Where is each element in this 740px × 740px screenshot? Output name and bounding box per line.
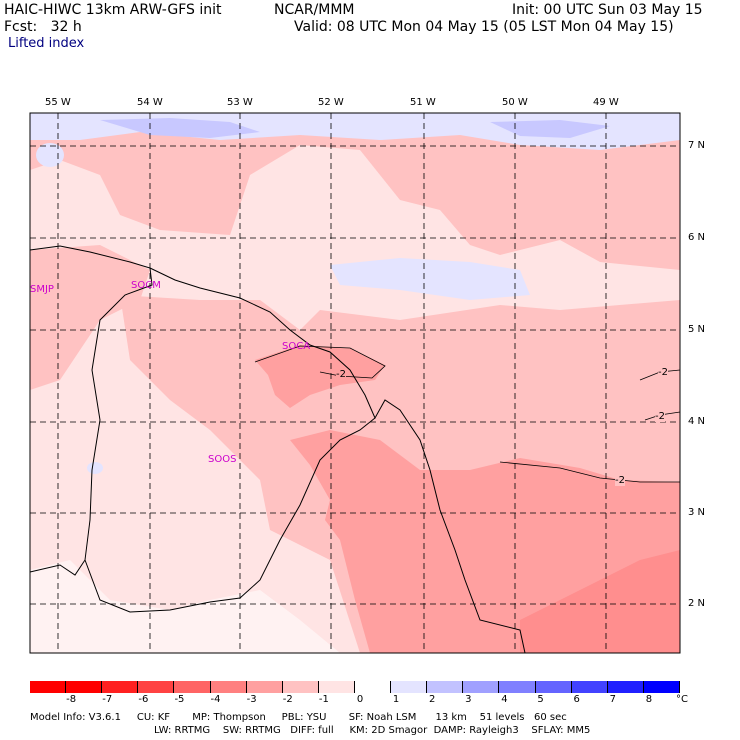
colorbar-cell	[463, 681, 500, 693]
lat-label: 7 N	[688, 140, 706, 151]
colorbar-tick-label: 5	[537, 694, 544, 705]
station-label: SMJP	[30, 284, 54, 295]
shade-midpink-soca	[255, 345, 385, 408]
colorbar-cell	[355, 681, 392, 693]
colorbar-tick-label: 4	[501, 694, 508, 705]
colorbar-cell	[246, 681, 283, 693]
colorbar-unit: °C	[676, 694, 688, 705]
lon-label: 53 W	[227, 97, 253, 108]
lon-label: 49 W	[593, 97, 619, 108]
colorbar-cell	[66, 681, 103, 693]
lat-label: 3 N	[688, 507, 706, 518]
forecast-hour: Fcst: 32 h	[4, 19, 82, 35]
colorbar-tick-label: -5	[174, 694, 185, 705]
colorbar-tick-label: -3	[246, 694, 257, 705]
lat-label: 2 N	[688, 598, 706, 609]
footer-physics-info: LW: RRTMG SW: RRTMG DIFF: full KM: 2D Sm…	[154, 725, 591, 736]
contour-label: -2	[336, 369, 346, 380]
footer-model-info: Model Info: V3.6.1 CU: KF MP: Thompson P…	[30, 712, 567, 723]
colorbar-cell	[174, 681, 211, 693]
colorbar-tick-label: 7	[609, 694, 616, 705]
lon-label: 52 W	[318, 97, 344, 108]
colorbar-cell	[499, 681, 536, 693]
contour-label: -2	[615, 475, 625, 486]
lat-lon-grid	[30, 113, 680, 653]
org-label: NCAR/MMM	[274, 2, 355, 18]
lon-label: 55 W	[45, 97, 71, 108]
colorbar-tick-label: -7	[102, 694, 113, 705]
colorbar-tick-label: 8	[645, 694, 653, 705]
colorbar-tick-label: -6	[138, 694, 149, 705]
colorbar-tick-label: 3	[465, 694, 472, 705]
station-label: SOOS	[208, 454, 237, 465]
colorbar-cell	[571, 681, 608, 693]
colorbar-cell	[30, 681, 67, 693]
field-name: Lifted index	[8, 36, 85, 51]
shade-pink-west	[30, 245, 150, 390]
colorbar-tick-label: -2	[282, 694, 293, 705]
lat-label: 5 N	[688, 324, 706, 335]
colorbar-tick-label: 0	[356, 694, 364, 705]
shade-blue-small	[87, 462, 103, 474]
shade-blue-dark	[100, 118, 260, 138]
shade-pink-north	[30, 113, 680, 270]
shade-deeper-se	[520, 550, 680, 653]
colorbar-cell	[535, 681, 572, 693]
lon-label: 50 W	[502, 97, 528, 108]
valid-time: Valid: 08 UTC Mon 04 May 15 (05 LST Mon …	[294, 19, 674, 35]
init-time: Init: 00 UTC Sun 03 May 15	[512, 2, 703, 18]
station-label: SOCM	[131, 280, 161, 291]
colorbar-cell	[427, 681, 464, 693]
colorbar-tick-label: 6	[573, 694, 580, 705]
colorbar-cell	[391, 681, 428, 693]
shade-blue-small-2	[36, 143, 64, 167]
colorbar-tick-label: -1	[318, 694, 329, 705]
station-label: SOCA	[282, 341, 311, 352]
lon-label: 51 W	[410, 97, 436, 108]
colorbar-cell	[102, 681, 139, 693]
colorbar-cell	[607, 681, 644, 693]
colorbar-cell	[643, 681, 680, 693]
contour-label: -2	[658, 367, 668, 378]
lat-label: 4 N	[688, 416, 706, 427]
shade-blue-band	[330, 258, 530, 300]
colorbar-tick-label: 2	[429, 694, 436, 705]
contour-label: -2	[655, 411, 665, 422]
colorbar-cell	[210, 681, 247, 693]
lon-label: 54 W	[137, 97, 163, 108]
colorbar-cell	[282, 681, 319, 693]
model-title: HAIC-HIWC 13km ARW-GFS init	[4, 2, 222, 18]
colorbar-tick-label: -4	[210, 694, 221, 705]
map-frame	[29, 112, 681, 654]
coastline	[29, 245, 526, 654]
shade-blue-dark-2	[490, 120, 610, 138]
lat-label: 6 N	[688, 232, 706, 243]
colorbar-cell	[318, 681, 355, 693]
colorbar-cell	[138, 681, 175, 693]
colorbar-tick-label: 1	[392, 694, 400, 705]
colorbar-tick-label: -8	[66, 694, 77, 705]
